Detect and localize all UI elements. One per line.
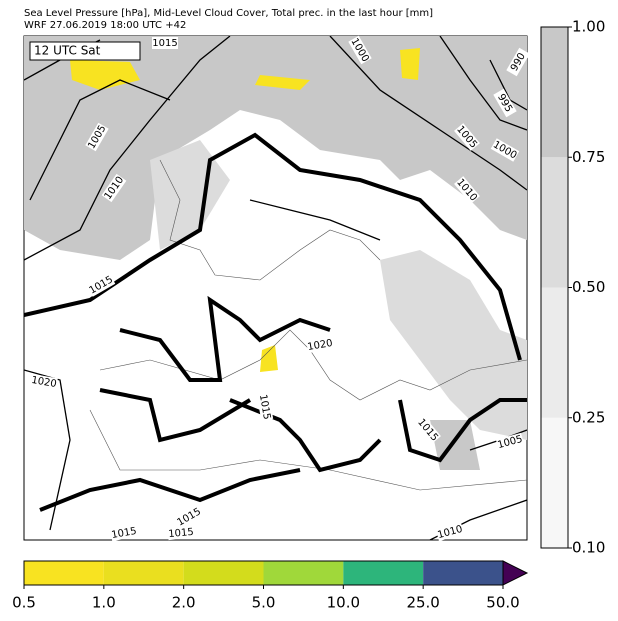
isobar-label-bg	[85, 122, 109, 152]
isobar-1015	[24, 132, 527, 512]
precip-colorbar-segment	[183, 561, 264, 585]
isobar-label-bg	[415, 416, 441, 444]
precip-colorbar-segment	[423, 561, 503, 585]
precip-colorbar-label: 2.0	[172, 594, 196, 612]
isobar-label-bg	[101, 173, 127, 203]
isobar-label-bg	[506, 47, 530, 77]
cloud-colorbar-label: 1.00	[572, 18, 605, 36]
cloud-colorbar-label: 0.75	[572, 148, 605, 166]
isobar-label-bg	[306, 336, 334, 354]
cloud-colorbar-segment	[541, 27, 568, 158]
cloud-colorbar-label: 0.50	[572, 278, 605, 296]
cloud-colorbar-label: 0.25	[572, 408, 605, 426]
isobar-label-bg	[86, 273, 116, 297]
isobar-label: 1020	[307, 338, 334, 353]
isobar-label-bg	[152, 37, 178, 49]
cloud-colorbar-segment	[541, 157, 568, 288]
isobar-label-bg	[110, 524, 138, 542]
precip-colorbar-label: 1.0	[92, 594, 116, 612]
cloud-colorbar-segment	[541, 417, 568, 548]
isobar-label: 1015	[111, 526, 138, 541]
isobar-label-bg	[454, 176, 480, 204]
cloud-area	[380, 250, 527, 440]
precip-colorbar-segment	[263, 561, 344, 585]
isobar-label: 1020	[30, 375, 57, 390]
isobar-label-bg	[174, 505, 204, 529]
title: Sea Level Pressure [hPa], Mid-Level Clou…	[24, 8, 433, 19]
isobar-label: 1015	[257, 394, 272, 421]
isobar-label-bg	[495, 432, 525, 452]
isobar-label-bg	[435, 522, 465, 542]
isobar-label-bg	[256, 393, 274, 421]
precip-colorbar-label: 50.0	[486, 594, 519, 612]
precip-colorbar-segment	[103, 561, 184, 585]
coastline	[89, 159, 527, 491]
precip-colorbar-segment	[24, 561, 104, 585]
isobar-label-bg	[348, 35, 372, 65]
isobar-label: 1015	[152, 38, 177, 49]
precip-colorbar-segment	[343, 561, 424, 585]
isobar-label-bg	[454, 123, 480, 151]
isobar-label-bg	[490, 138, 520, 162]
precip-colorbar-label: 25.0	[406, 594, 439, 612]
isobar-label-bg	[30, 373, 58, 391]
cloud-colorbar-segment	[541, 287, 568, 418]
cloud-colorbar-label: 0.10	[572, 539, 605, 557]
isobar-label-bg	[493, 88, 517, 118]
isobar-label-bg	[167, 525, 195, 541]
time-box	[29, 41, 141, 61]
precip-colorbar-label: 0.5	[12, 594, 36, 612]
precip-colorbar-extension	[502, 560, 529, 586]
time-label: 12 UTC Sat	[34, 44, 101, 58]
precip-area	[70, 48, 420, 372]
precip-colorbar-label: 5.0	[252, 594, 276, 612]
isobar-label: 1015	[168, 527, 194, 540]
precip-colorbar-label: 10.0	[327, 594, 360, 612]
subtitle: WRF 27.06.2019 18:00 UTC +42	[24, 20, 186, 31]
